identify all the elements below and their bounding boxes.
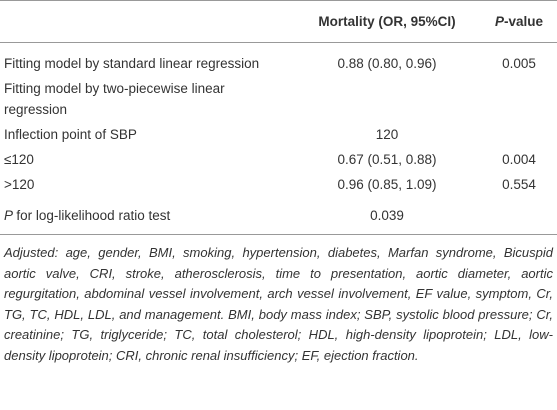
header-row: Mortality (OR, 95%CI) P-value <box>0 0 557 43</box>
header-cell <box>0 0 293 43</box>
table-cell: >120 <box>4 177 35 192</box>
table-cell: 0.67 (0.51, 0.88) <box>337 152 437 167</box>
cell-text: for log-likelihood ratio test <box>16 208 171 223</box>
footnote: Adjusted: age, gender, BMI, smoking, hyp… <box>4 245 553 363</box>
table-row: ≤120 0.67 (0.51, 0.88) 0.004 <box>0 147 557 172</box>
table-row: Inflection point of SBP 120 <box>0 122 557 147</box>
table-row: >120 0.96 (0.85, 1.09) 0.554 <box>0 172 557 197</box>
italic-text: P <box>4 208 14 223</box>
table-cell: 0.004 <box>502 152 536 167</box>
italic-text: P <box>494 14 504 29</box>
table-row: Fitting model by two-piecewise linear re… <box>0 76 557 122</box>
cell-text: -value <box>503 14 544 29</box>
table-cell: 0.554 <box>502 177 536 192</box>
table-cell: 0.039 <box>370 208 404 223</box>
table-cell: 0.88 (0.80, 0.96) <box>337 56 437 71</box>
table-cell <box>481 76 557 122</box>
table-cell: Fitting model by standard linear regress… <box>4 56 260 71</box>
table-cell: 0.96 (0.85, 1.09) <box>337 177 437 192</box>
table-cell: ≤120 <box>4 152 34 167</box>
header-cell: Mortality (OR, 95%CI) <box>293 0 481 43</box>
table-cell: 0.005 <box>502 56 536 71</box>
table-body: Fitting model by standard linear regress… <box>0 43 557 235</box>
table-row: Fitting model by standard linear regress… <box>0 43 557 77</box>
header-cell: P-value <box>481 0 557 43</box>
table-cell <box>481 197 557 235</box>
table-cell <box>293 76 481 122</box>
results-table: Mortality (OR, 95%CI) P-value Fitting mod… <box>0 0 557 235</box>
table-cell: Fitting model by two-piecewise linear re… <box>4 81 225 117</box>
table-cell: Inflection point of SBP <box>4 127 137 142</box>
table-cell: 120 <box>375 127 399 142</box>
table-cell <box>481 122 557 147</box>
